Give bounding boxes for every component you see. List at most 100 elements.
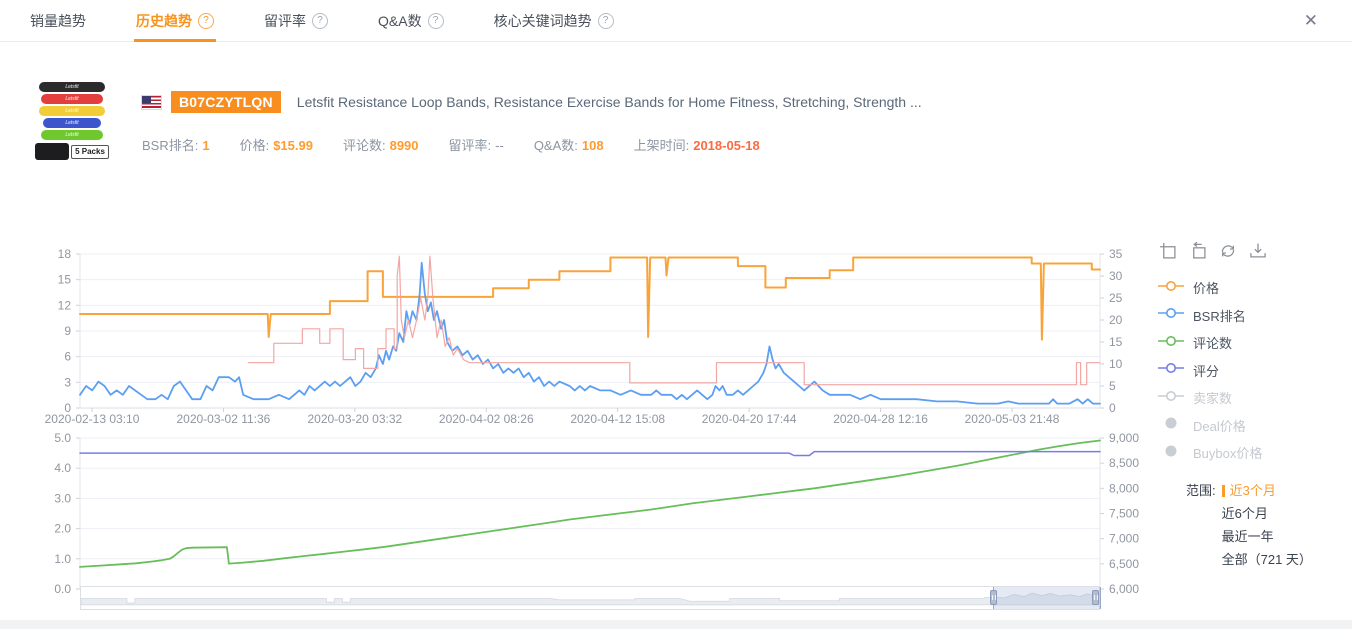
svg-text:7,000: 7,000 xyxy=(1109,532,1139,546)
datazoom-handle-right[interactable] xyxy=(1091,590,1099,605)
svg-text:2020-04-02 08:26: 2020-04-02 08:26 xyxy=(439,412,534,426)
line-circle-marker-icon xyxy=(1158,361,1184,379)
product-info: B07CZYTLQN Letsfit Resistance Loop Bands… xyxy=(142,80,922,168)
legend-item-buybox-price[interactable]: Buybox价格 xyxy=(1158,439,1262,467)
tab-history-trend[interactable]: 历史趋势 ? xyxy=(134,0,216,42)
svg-text:18: 18 xyxy=(58,247,72,261)
resistance-band-yellow: Letsfit xyxy=(39,106,105,116)
help-icon[interactable]: ? xyxy=(597,12,614,29)
svg-text:2.0: 2.0 xyxy=(54,522,71,536)
svg-text:3.0: 3.0 xyxy=(54,491,71,505)
svg-text:20: 20 xyxy=(1109,313,1123,327)
svg-text:10: 10 xyxy=(1109,357,1123,371)
tab-label: 历史趋势 xyxy=(136,12,192,29)
trend-chart-bottom[interactable]: 0.0 1.0 2.0 3.0 4.0 5.0 6,000 6,500 7,000 7,500 8,… xyxy=(0,425,1140,605)
legend-item-seller-count[interactable]: 卖家数 xyxy=(1158,384,1262,412)
tab-label: 留评率 xyxy=(264,12,306,29)
resistance-band-red: Letsfit xyxy=(41,94,103,104)
svg-text:4.0: 4.0 xyxy=(54,461,71,475)
stat-value: -- xyxy=(495,138,504,153)
product-title[interactable]: Letsfit Resistance Loop Bands, Resistanc… xyxy=(296,94,922,110)
dot-marker-icon xyxy=(1158,416,1184,434)
range-option-3-months[interactable]: 近3个月 xyxy=(1221,482,1312,500)
legend-item-rating[interactable]: 评分 xyxy=(1158,357,1262,385)
stat-price: 价格: $15.99 xyxy=(239,138,313,153)
svg-text:30: 30 xyxy=(1109,269,1123,283)
tab-review-rate[interactable]: 留评率 ? xyxy=(264,0,328,41)
svg-text:0.0: 0.0 xyxy=(54,582,71,596)
tab-label: 核心关键词趋势 xyxy=(493,12,592,29)
svg-text:1.0: 1.0 xyxy=(54,552,71,566)
legend-item-review-count[interactable]: 评论数 xyxy=(1158,329,1262,357)
zoom-reset-icon[interactable] xyxy=(1189,242,1207,260)
svg-text:0: 0 xyxy=(64,401,71,415)
svg-text:2020-04-28 12:16: 2020-04-28 12:16 xyxy=(833,412,928,426)
svg-text:2020-04-20 17:44: 2020-04-20 17:44 xyxy=(702,412,797,426)
svg-text:12: 12 xyxy=(58,298,72,312)
svg-text:5: 5 xyxy=(1109,379,1116,393)
legend-item-price[interactable]: 价格 xyxy=(1158,274,1262,302)
stat-value: 1 xyxy=(202,138,210,153)
svg-text:2020-03-02 11:36: 2020-03-02 11:36 xyxy=(176,412,270,426)
product-header: Letsfit Letsfit Letsfit Letsfit Letsfit … xyxy=(28,80,922,168)
svg-text:7,500: 7,500 xyxy=(1109,507,1139,521)
line-circle-marker-icon xyxy=(1158,334,1184,352)
resistance-band-green: Letsfit xyxy=(41,130,103,140)
product-stats: BSR排名: 1 价格: $15.99 评论数: 8990 留评率: -- Q&A数: 1… xyxy=(142,135,922,154)
svg-text:2020-03-20 03:32: 2020-03-20 03:32 xyxy=(307,412,402,426)
svg-text:15: 15 xyxy=(58,273,72,287)
asin-badge[interactable]: B07CZYTLQN xyxy=(171,91,281,113)
resistance-band-black: Letsfit xyxy=(39,82,105,92)
download-icon[interactable] xyxy=(1249,242,1267,260)
stat-launch-date: 上架时间: 2018-05-18 xyxy=(633,138,760,153)
datazoom-slider[interactable] xyxy=(80,586,1101,610)
stat-qa-count: Q&A数: 108 xyxy=(533,138,604,153)
close-icon[interactable]: ✕ xyxy=(1303,11,1318,30)
selected-bar xyxy=(1221,485,1225,497)
refresh-icon[interactable] xyxy=(1219,242,1237,260)
page-scroll-track xyxy=(0,620,1352,629)
range-selector: 范围: 近3个月 近6个月 最近一年 全部（721 天） xyxy=(1186,482,1312,569)
help-icon[interactable]: ? xyxy=(198,12,214,29)
svg-text:8,000: 8,000 xyxy=(1109,481,1139,495)
stat-review-rate: 留评率: -- xyxy=(448,138,504,153)
help-icon[interactable]: ? xyxy=(427,12,444,29)
svg-text:2020-04-12 15:08: 2020-04-12 15:08 xyxy=(570,412,665,426)
svg-text:9,000: 9,000 xyxy=(1109,431,1139,445)
datazoom-minimap xyxy=(81,592,1099,606)
stat-review-count: 评论数: 8990 xyxy=(342,138,419,153)
svg-text:35: 35 xyxy=(1109,247,1123,261)
tab-label: Q&A数 xyxy=(378,12,422,29)
product-image: Letsfit Letsfit Letsfit Letsfit Letsfit … xyxy=(28,80,116,168)
datazoom-handle-left[interactable] xyxy=(989,590,997,605)
svg-text:3: 3 xyxy=(64,375,71,389)
svg-text:6: 6 xyxy=(64,350,71,364)
stat-bsr-rank: BSR排名: 1 xyxy=(142,138,210,153)
carry-pouch xyxy=(35,143,70,160)
line-circle-marker-icon xyxy=(1158,279,1184,297)
tab-sales-trend[interactable]: 销量趋势 xyxy=(30,0,86,41)
stat-value: 8990 xyxy=(389,138,419,153)
svg-text:8,500: 8,500 xyxy=(1109,456,1139,470)
tab-bar: 销量趋势 历史趋势 ? 留评率 ? Q&A数 ? 核心关键词趋势 ? xyxy=(0,0,1352,42)
svg-text:15: 15 xyxy=(1109,335,1123,349)
range-option-6-months[interactable]: 近6个月 xyxy=(1221,506,1268,521)
legend-item-bsr-rank[interactable]: BSR排名 xyxy=(1158,302,1262,330)
help-icon[interactable]: ? xyxy=(312,12,328,29)
us-flag-icon xyxy=(142,95,161,109)
range-option-all[interactable]: 全部（721 天） xyxy=(1221,552,1312,567)
svg-text:2020-05-03 21:48: 2020-05-03 21:48 xyxy=(965,412,1060,426)
svg-text:9: 9 xyxy=(64,324,71,338)
zoom-select-icon[interactable] xyxy=(1159,242,1177,260)
trend-chart-top[interactable]: 0 3 6 9 12 15 18 0 5 10 15 20 25 30 35 2020-02-13 03:10… xyxy=(0,240,1140,436)
range-label: 范围: xyxy=(1186,483,1216,498)
datazoom-window[interactable] xyxy=(993,587,1101,609)
svg-text:0: 0 xyxy=(1109,401,1116,415)
line-circle-marker-icon xyxy=(1158,306,1184,324)
tab-core-keywords-trend[interactable]: 核心关键词趋势 ? xyxy=(494,0,614,41)
range-option-1-year[interactable]: 最近一年 xyxy=(1221,529,1274,544)
tab-qa-count[interactable]: Q&A数 ? xyxy=(378,0,444,41)
legend-item-deal-price[interactable]: Deal价格 xyxy=(1158,412,1262,440)
svg-text:6,500: 6,500 xyxy=(1109,557,1139,571)
svg-text:5.0: 5.0 xyxy=(54,431,71,445)
